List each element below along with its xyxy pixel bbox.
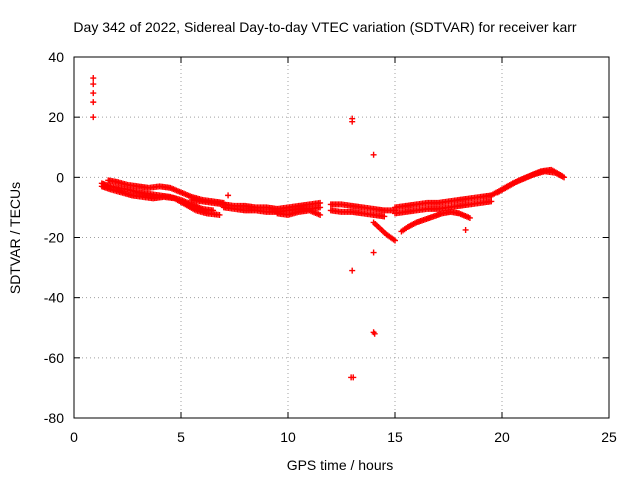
data-point (381, 213, 388, 220)
outlier-point (90, 90, 97, 97)
y-tick-label: -80 (44, 410, 64, 426)
outlier-point (370, 151, 377, 158)
data-point (558, 172, 565, 179)
axis-ticks: 0 5 10 15 20 25 -80 -60 -40 -20 0 20 40 (44, 49, 617, 445)
x-tick-label: 0 (70, 429, 78, 445)
data-point (317, 204, 324, 211)
series-band-14 (494, 166, 565, 196)
outlier-point (90, 75, 97, 82)
x-tick-label: 15 (387, 429, 403, 445)
x-tick-label: 10 (280, 429, 296, 445)
y-tick-label: -20 (44, 230, 64, 246)
data-point (466, 214, 473, 221)
y-tick-label: -40 (44, 290, 64, 306)
data-point (216, 211, 223, 218)
outlier-point (349, 267, 356, 274)
y-tick-label: 20 (48, 109, 64, 125)
series-band-9 (370, 219, 398, 244)
outlier-point (90, 99, 97, 106)
series-band-8 (327, 207, 388, 220)
series-band-12 (398, 208, 473, 235)
data-points (90, 75, 568, 381)
outlier-point (90, 114, 97, 121)
x-axis-label: GPS time / hours (287, 457, 394, 473)
chart-title: Day 342 of 2022, Sidereal Day-to-day VTE… (73, 19, 576, 35)
series-band-11 (392, 198, 495, 217)
series-band-2 (98, 183, 223, 218)
x-tick-label: 20 (494, 429, 510, 445)
outlier-point (90, 81, 97, 88)
series-band-6 (274, 207, 324, 218)
y-tick-label: 0 (56, 169, 64, 185)
x-tick-label: 25 (601, 429, 617, 445)
y-tick-label: 40 (48, 49, 64, 65)
y-tick-label: -60 (44, 350, 64, 366)
series-band-7 (327, 201, 398, 214)
data-point (317, 211, 324, 218)
plot-frame (73, 56, 610, 419)
outlier-point (225, 192, 232, 199)
data-point (392, 237, 398, 244)
outlier-point (350, 374, 357, 381)
grid (74, 57, 609, 418)
outlier-point (371, 330, 378, 337)
series-band-10 (392, 192, 495, 211)
y-axis-label: SDTVAR / TECUs (7, 182, 23, 294)
x-tick-label: 5 (177, 429, 185, 445)
data-point (488, 198, 495, 205)
outlier-point (370, 249, 377, 256)
outlier-point (462, 226, 469, 233)
outlier-point (349, 118, 356, 125)
